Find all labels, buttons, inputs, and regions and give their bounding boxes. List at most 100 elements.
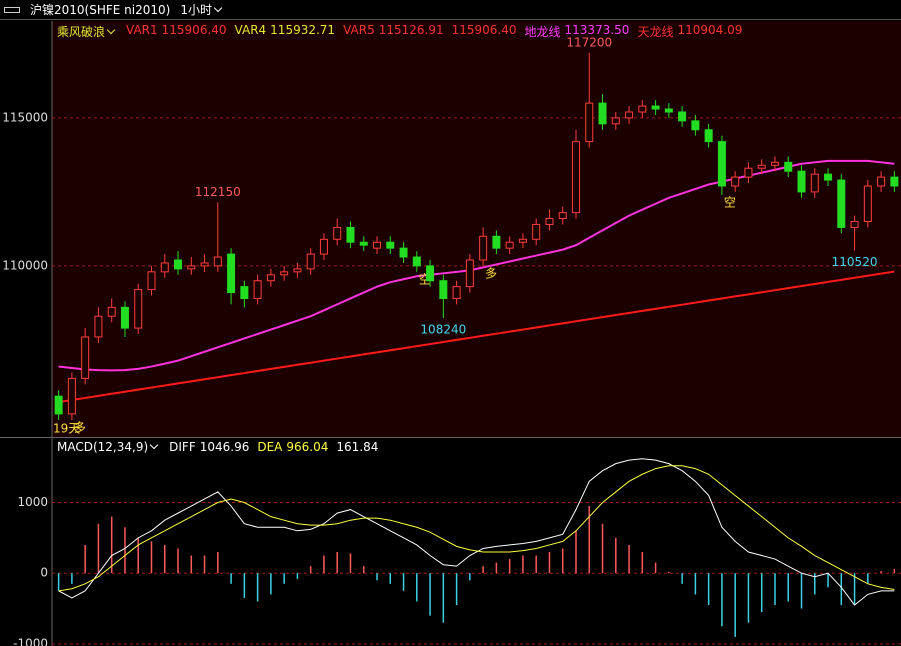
candle-body xyxy=(824,173,833,181)
legend-name: VAR5 xyxy=(343,23,375,37)
candle-body xyxy=(518,238,527,243)
candle-body xyxy=(744,167,753,178)
legend: MACD(12,34,9) DIFF 1046.96 DEA 966.04 161.84 xyxy=(57,440,378,454)
candle-body xyxy=(266,274,275,282)
candle-body xyxy=(333,226,342,240)
candle-body xyxy=(479,235,488,261)
y-tick-label: 1000 xyxy=(17,495,48,509)
legend-item: 天龙线 110904.09 xyxy=(637,23,742,40)
candle-body xyxy=(704,129,713,143)
candle-body xyxy=(120,306,129,329)
candle-body xyxy=(359,241,368,246)
candle-body xyxy=(691,120,700,131)
candle-body xyxy=(850,221,859,228)
signal: 多 xyxy=(74,420,86,434)
candle-body xyxy=(890,176,899,187)
legend-value: 966.04 xyxy=(286,440,329,454)
candle-body xyxy=(717,141,726,187)
candle-body xyxy=(877,176,886,187)
candle-body xyxy=(412,256,421,267)
indicator[interactable]: MACD(12,34,9) xyxy=(57,440,161,454)
icon[interactable] xyxy=(4,6,20,13)
candle-body xyxy=(638,105,647,113)
candle-body xyxy=(810,173,819,193)
candle-body xyxy=(651,105,660,110)
indicator-name: MACD(12,34,9) xyxy=(57,440,149,454)
candle-body xyxy=(784,161,793,172)
symbol[interactable]: 沪镍2010(SHFE ni2010) xyxy=(30,3,171,17)
candle-body xyxy=(306,253,315,270)
y-tick-label: -1000 xyxy=(13,636,48,646)
legend-item: DEA 966.04 xyxy=(257,440,328,454)
legend-value: 115906.40 xyxy=(451,23,517,37)
legend-item: DIFF 1046.96 xyxy=(169,440,249,454)
legend: 乘风破浪 VAR1 115906.40 VAR4 115932.71 VAR5 11512… xyxy=(57,23,742,40)
candle-body xyxy=(625,111,634,119)
candle-body xyxy=(160,262,169,273)
candle-body xyxy=(439,280,448,299)
candle-body xyxy=(174,259,183,270)
candle-body xyxy=(94,315,103,338)
candle-body xyxy=(863,185,872,223)
period[interactable]: 1小时 xyxy=(180,1,225,18)
legend-name: DIFF xyxy=(169,440,196,454)
peak-label: 108240 xyxy=(420,323,466,337)
legend-value: 110904.09 xyxy=(677,23,743,37)
legend-name: DEA xyxy=(257,440,283,454)
candle-body xyxy=(505,241,514,249)
candle-body xyxy=(585,102,594,143)
candle-body xyxy=(558,212,567,220)
legend-value: 115906.40 xyxy=(161,23,227,37)
candle-body xyxy=(611,117,620,125)
candle-body xyxy=(571,141,580,214)
peak-label: 110520 xyxy=(832,255,878,269)
candle-body xyxy=(386,241,395,249)
candle-body xyxy=(532,223,541,240)
candle-body xyxy=(837,179,846,228)
candle-body xyxy=(664,108,673,113)
candle-body xyxy=(213,256,222,267)
legend-name: 天龙线 xyxy=(637,25,674,39)
indicator[interactable]: 乘风破浪 xyxy=(57,23,118,40)
legend-item: 地龙线 113373.50 xyxy=(525,23,630,40)
candle-body xyxy=(757,164,766,169)
y-tick-label: 115000 xyxy=(2,110,48,124)
peak-label: 112150 xyxy=(195,185,241,199)
candle-body xyxy=(598,102,607,125)
corner-label: 19天 xyxy=(53,422,80,436)
line xyxy=(58,465,895,592)
candle-body xyxy=(81,336,90,379)
candle-body xyxy=(678,111,687,122)
candle-body xyxy=(492,235,501,249)
candle-body xyxy=(731,176,740,187)
legend-value: 161.84 xyxy=(336,440,379,454)
candle-body xyxy=(373,241,382,249)
legend-name: 地龙线 xyxy=(524,25,561,39)
candle-body xyxy=(399,247,408,258)
candle-body xyxy=(280,271,289,276)
candle-body xyxy=(54,395,63,415)
candle-body xyxy=(107,306,116,317)
y-tick-label: 110000 xyxy=(2,258,48,272)
legend-value: 115126.91 xyxy=(378,23,444,37)
legend-value: 113373.50 xyxy=(564,23,630,37)
toolbar: 沪镍2010(SHFE ni2010) 1小时 xyxy=(0,0,901,20)
legend-item: VAR1 115906.40 xyxy=(126,23,227,40)
indicator-name: 乘风破浪 xyxy=(57,25,106,39)
candle-body xyxy=(187,265,196,270)
signal: 多 xyxy=(485,266,497,280)
candle-body xyxy=(465,259,474,288)
signal: 空 xyxy=(724,195,736,209)
legend-value: 1046.96 xyxy=(199,440,250,454)
peak-label: 117200 xyxy=(566,35,612,49)
candle-body xyxy=(319,238,328,255)
legend-name: VAR4 xyxy=(234,23,267,37)
candle-body xyxy=(426,265,435,282)
candle-body xyxy=(293,268,302,273)
legend-item: 115906.40 xyxy=(452,23,517,40)
legend-value: 115932.71 xyxy=(270,23,336,37)
candle-body xyxy=(545,218,554,225)
legend-name: VAR1 xyxy=(126,23,158,37)
